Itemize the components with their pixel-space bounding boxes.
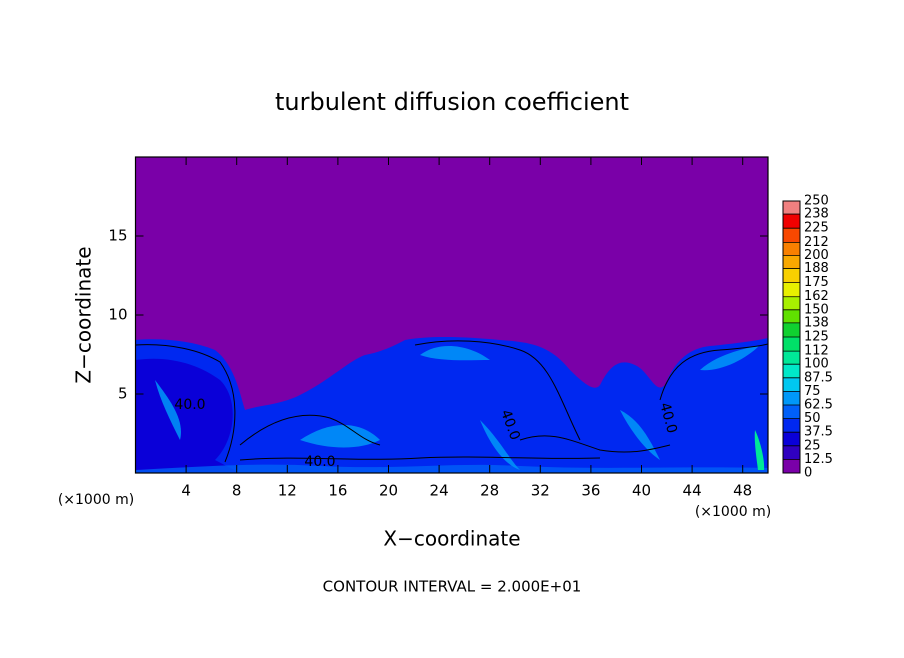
contour-label: 40.0 <box>304 454 335 470</box>
y-tick-label: 15 <box>108 227 127 245</box>
contour-line <box>519 435 671 453</box>
colorbar-band <box>783 309 800 323</box>
x-tick-label: 32 <box>531 482 550 500</box>
contour-line <box>659 343 769 401</box>
x-tick-label: 20 <box>379 482 398 500</box>
x-tick-label: 12 <box>278 482 297 500</box>
colorbar-label: 175 <box>804 275 829 290</box>
colorbar-band <box>783 364 800 378</box>
colorbar-label: 100 <box>804 357 829 372</box>
colorbar-band <box>783 405 800 419</box>
field-streak <box>700 345 760 371</box>
colorbar-label: 188 <box>804 261 829 276</box>
colorbar-band <box>783 242 800 256</box>
field-region <box>135 464 768 473</box>
contour-line <box>135 344 236 463</box>
colorbar-label: 12.5 <box>804 452 833 467</box>
colorbar-band <box>783 228 800 243</box>
colorbar-band <box>783 282 800 297</box>
colorbar-label: 200 <box>804 248 829 263</box>
contour-label: 40.0 <box>174 397 205 413</box>
colorbar-band <box>783 432 800 446</box>
contour-label: 40.0 <box>656 401 680 435</box>
colorbar-label: 238 <box>804 207 829 222</box>
colorbar-band <box>783 459 800 473</box>
x-tick-label: 8 <box>232 482 242 500</box>
x-axis-label: X−coordinate <box>383 527 520 551</box>
colorbar-label: 138 <box>804 315 829 330</box>
field-streak <box>420 345 490 361</box>
field-region <box>135 358 240 473</box>
colorbar-label: 25 <box>804 438 821 453</box>
colorbar-band <box>783 255 800 269</box>
colorbar-band <box>783 351 800 365</box>
colorbar-label: 125 <box>804 330 829 345</box>
chart-title: turbulent diffusion coefficient <box>275 88 629 116</box>
x-unit-label: (×1000 m) <box>695 504 771 520</box>
field-streak <box>480 420 520 470</box>
colorbar-label: 0 <box>804 466 812 481</box>
colorbar-band <box>783 201 800 215</box>
x-unit-label: (×1000 m) <box>58 492 134 508</box>
colorbar-label: 50 <box>804 411 821 426</box>
field-streak <box>155 380 181 440</box>
field-streak <box>754 430 765 470</box>
x-tick-label: 44 <box>683 482 702 500</box>
colorbar-label: 75 <box>804 384 821 399</box>
colorbar-label: 62.5 <box>804 398 833 413</box>
colorbar-label: 162 <box>804 289 829 304</box>
field-region <box>135 336 768 473</box>
colorbar-band <box>783 337 800 352</box>
colorbar-label: 150 <box>804 302 829 317</box>
colorbar-label: 87.5 <box>804 370 833 385</box>
colorbar-band <box>783 268 800 283</box>
colorbar-label: 112 <box>804 344 829 359</box>
x-tick-label: 4 <box>181 482 191 500</box>
footnote: CONTOUR INTERVAL = 2.000E+01 <box>323 578 582 596</box>
x-tick-label: 28 <box>480 482 499 500</box>
colorbar-band <box>783 296 800 310</box>
plot-area: 40.040.040.0 40.0 <box>135 157 769 473</box>
colorbar-band <box>783 322 800 337</box>
colorbar-band <box>783 214 800 229</box>
contour-line <box>239 414 381 446</box>
x-tick-label: 24 <box>430 482 449 500</box>
colorbar-label: 37.5 <box>804 425 833 440</box>
x-tick-label: 40 <box>632 482 651 500</box>
y-axis-label: Z−coordinate <box>72 246 96 383</box>
colorbar-label: 225 <box>804 221 829 236</box>
x-tick-label: 48 <box>733 482 752 500</box>
colorbar-band <box>783 391 800 405</box>
x-tick-label: 16 <box>328 482 347 500</box>
colorbar-label: 212 <box>804 235 829 250</box>
y-tick-label: 10 <box>108 306 127 324</box>
y-tick-label: 5 <box>118 385 128 403</box>
field-streak <box>300 425 380 448</box>
field-streak <box>620 410 660 460</box>
colorbar-band <box>783 377 800 392</box>
colorbar-band <box>783 418 800 433</box>
colorbar-band <box>783 445 800 460</box>
x-tick-label: 36 <box>581 482 600 500</box>
contour-line <box>414 340 581 441</box>
colorbar-label: 250 <box>804 194 829 209</box>
contour-line <box>239 456 601 461</box>
